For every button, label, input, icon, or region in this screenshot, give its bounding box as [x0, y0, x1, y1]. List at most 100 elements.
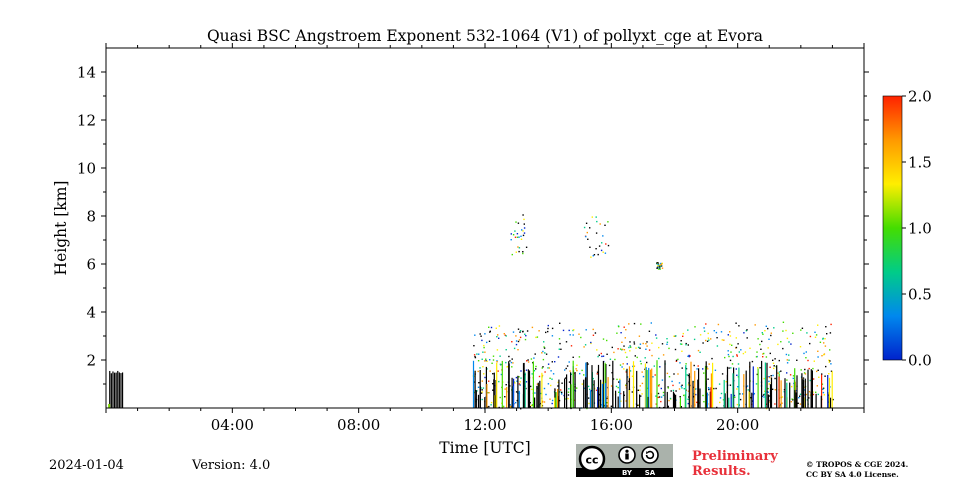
- data-cell: [515, 343, 518, 346]
- data-region-cloud-layer-3: [656, 262, 664, 270]
- data-cell: [653, 365, 655, 367]
- data-cell: [592, 334, 595, 336]
- data-cell: [736, 374, 738, 376]
- data-cell: [640, 323, 642, 325]
- data-cell: [702, 368, 704, 370]
- data-cell: [525, 335, 527, 337]
- data-cell: [830, 323, 832, 326]
- data-column: [795, 392, 797, 408]
- data-cell: [620, 400, 622, 402]
- data-cell: [681, 387, 683, 389]
- data-cell: [832, 398, 834, 401]
- data-cell: [612, 378, 615, 380]
- copyright-line-2: CC BY SA 4.0 License.: [806, 470, 899, 479]
- version-label: Version: 4.0: [192, 458, 271, 473]
- data-cell: [587, 363, 589, 365]
- data-cell: [518, 236, 520, 238]
- data-cell: [520, 408, 522, 410]
- data-cell: [825, 326, 827, 328]
- data-cell: [121, 372, 124, 408]
- data-cell: [672, 389, 675, 392]
- data-cell: [578, 333, 580, 335]
- data-cell: [488, 380, 490, 382]
- data-column: [555, 392, 557, 408]
- data-cell: [511, 366, 513, 368]
- data-cell: [604, 252, 607, 254]
- data-cell: [109, 370, 111, 408]
- data-cell: [716, 337, 718, 339]
- data-cell: [569, 370, 571, 372]
- data-cell: [623, 368, 625, 370]
- data-cell: [620, 332, 622, 334]
- data-column: [617, 396, 619, 408]
- data-cell: [572, 356, 574, 358]
- data-cell: [550, 370, 552, 372]
- data-column: [636, 370, 638, 408]
- data-cell: [824, 338, 826, 340]
- data-column: [496, 362, 498, 408]
- data-cell: [800, 369, 802, 371]
- data-cell: [595, 389, 598, 391]
- data-cell: [736, 388, 738, 390]
- data-column: [743, 374, 745, 408]
- data-cell: [549, 398, 551, 400]
- data-cell: [637, 404, 639, 406]
- data-cell: [538, 385, 540, 387]
- data-cell: [618, 325, 620, 328]
- data-column: [751, 392, 753, 408]
- data-cell: [737, 386, 739, 388]
- data-column: [583, 379, 585, 408]
- data-cell: [561, 393, 563, 395]
- data-cell: [558, 338, 561, 340]
- data-cell: [624, 337, 626, 339]
- license-badge[interactable]: cc BY SA: [576, 444, 673, 477]
- data-cell: [669, 397, 672, 400]
- data-cell: [633, 322, 636, 325]
- data-cell: [511, 253, 513, 256]
- data-cell: [804, 368, 806, 371]
- data-cell: [622, 363, 624, 365]
- data-cell: [570, 373, 572, 375]
- data-cell: [632, 365, 634, 368]
- data-column: [479, 370, 481, 408]
- data-cell: [512, 234, 515, 236]
- data-cell: [772, 374, 774, 377]
- data-cell: [828, 361, 830, 363]
- data-column: [524, 372, 526, 408]
- data-cell: [641, 371, 643, 373]
- data-cell: [602, 235, 604, 237]
- data-column: [570, 384, 572, 408]
- data-cell: [661, 379, 664, 381]
- data-cell: [542, 350, 544, 353]
- data-cell: [823, 354, 825, 356]
- data-column: [645, 367, 647, 408]
- data-cell: [514, 236, 517, 238]
- data-cell: [763, 352, 765, 355]
- data-cell: [536, 336, 539, 338]
- data-cell: [708, 388, 711, 390]
- colorbar-tick-label: 1.5: [908, 154, 932, 172]
- data-cell: [772, 359, 774, 361]
- data-cell: [687, 398, 689, 400]
- data-cell: [617, 348, 619, 350]
- data-cell: [773, 367, 775, 370]
- data-cell: [596, 349, 598, 351]
- data-cell: [594, 332, 597, 334]
- data-region-cloud-layer-2: [583, 216, 610, 258]
- data-cell: [648, 330, 651, 332]
- data-cell: [559, 391, 561, 393]
- data-column: [827, 375, 829, 408]
- data-cell: [538, 384, 540, 386]
- colorbar-tick-label: 1.0: [908, 220, 932, 238]
- data-cell: [496, 360, 498, 362]
- data-cell: [543, 341, 545, 343]
- data-cell: [485, 358, 487, 360]
- data-cell: [551, 399, 554, 402]
- data-column: [726, 366, 729, 408]
- data-cell: [660, 265, 662, 267]
- data-cell: [713, 387, 715, 390]
- data-column: [593, 380, 595, 408]
- data-cell: [618, 391, 620, 393]
- data-cell: [550, 384, 552, 387]
- data-cell: [637, 346, 640, 349]
